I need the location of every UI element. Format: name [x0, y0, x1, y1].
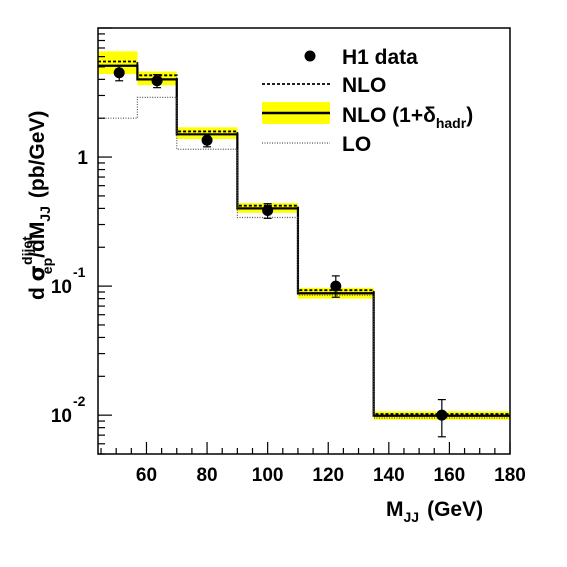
x-axis-title: MJJ (GeV): [386, 498, 483, 525]
x-tick-label-80: 80: [196, 465, 217, 486]
legend-label-tail-2: ): [466, 104, 473, 127]
data-point-5: [436, 409, 448, 421]
y-axis-title: d σdijetep/dMJJ (pb/GeV): [19, 111, 55, 300]
plot-frame: [97, 27, 511, 455]
legend-label-sub-2: hadr: [436, 115, 467, 131]
y-axis-title-sup: dijet: [19, 236, 35, 265]
band-bin-2: [176, 127, 238, 139]
x-axis-title-sub: JJ: [404, 509, 420, 525]
y-axis-title-sub2: JJ: [37, 206, 53, 222]
band-bin-0: [98, 51, 138, 75]
legend-label-text-0: H1 data: [342, 46, 418, 69]
x-axis-title-unit: (GeV): [427, 498, 483, 521]
legend-label-1: NLO: [342, 74, 386, 97]
legend-label-2: NLO (1+δhadr): [342, 104, 473, 131]
h1-data-points: [113, 65, 450, 438]
y-axis-title-sigma: σ: [25, 265, 49, 281]
x-axis-title-m: M: [386, 498, 404, 521]
legend-label-0: H1 data: [342, 46, 418, 69]
data-point-4: [330, 280, 342, 292]
y-axis-title-prefix: d: [26, 281, 49, 300]
legend-marker-points: [304, 50, 316, 62]
y-tick-label-2: 10: [51, 406, 72, 427]
legend-label-text-1: NLO: [342, 74, 386, 97]
legend-label-3: LO: [342, 133, 371, 156]
data-point-3: [262, 205, 274, 217]
data-point-2: [201, 134, 213, 146]
legend-label-text-3: LO: [342, 133, 371, 156]
y-axis-title-mid: /dM: [26, 222, 49, 258]
y-axis-ticks: 110-110-2: [51, 27, 112, 455]
x-tick-label-140: 140: [373, 465, 405, 486]
y-axis-title-sub: ep: [39, 258, 55, 274]
x-tick-label-160: 160: [434, 465, 466, 486]
x-tick-label-60: 60: [136, 465, 157, 486]
y-tick-label-exp-1: -1: [73, 264, 86, 280]
data-point-0: [113, 67, 125, 79]
y-tick-label-0: 1: [77, 148, 88, 169]
histogram-lines: [98, 60, 510, 419]
y-axis-title-unit: (pb/GeV): [26, 111, 49, 199]
x-tick-label-100: 100: [252, 465, 284, 486]
y-tick-label-1: 10: [51, 277, 72, 298]
legend-label-text-2: NLO (1+δ: [342, 104, 436, 127]
x-tick-label-120: 120: [312, 465, 344, 486]
x-axis-ticks: 60 80 100 120 140 160 180: [100, 442, 526, 486]
data-point-1: [151, 75, 163, 87]
y-tick-label-exp-2: -2: [73, 393, 86, 409]
x-tick-label-180: 180: [494, 465, 526, 486]
